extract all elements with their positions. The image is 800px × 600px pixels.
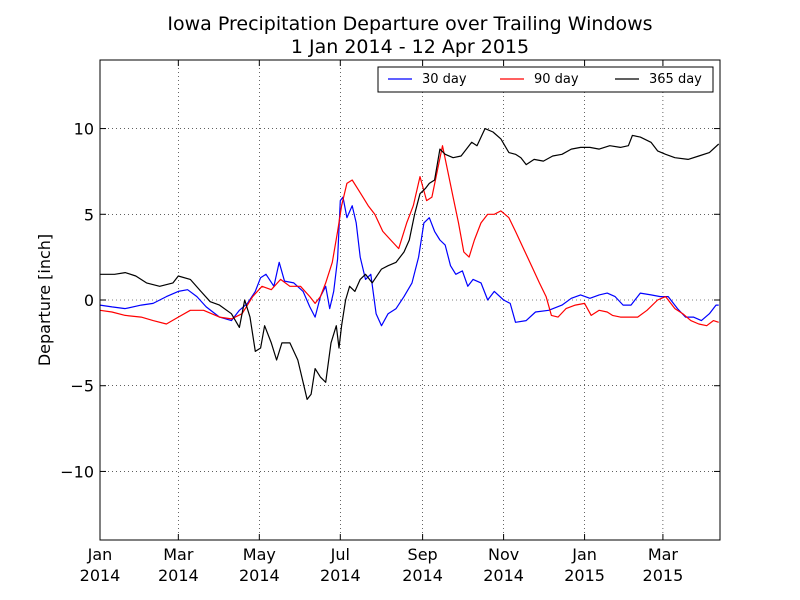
x-tick-label-year: 2014: [402, 566, 443, 585]
chart-subtitle: 1 Jan 2014 - 12 Apr 2015: [291, 36, 529, 58]
x-tick-label-month: Mar: [648, 545, 679, 564]
y-tick-label: 5: [84, 205, 94, 224]
y-tick-label: 10: [74, 120, 94, 139]
chart-title: Iowa Precipitation Departure over Traili…: [167, 13, 652, 35]
x-tick-label-year: 2014: [320, 566, 361, 585]
x-tick-label-year: 2015: [643, 566, 684, 585]
x-tick-label-year: 2014: [239, 566, 280, 585]
legend: 30 day 90 day 365 day: [377, 66, 714, 93]
y-tick-label: −5: [70, 377, 94, 396]
x-tick-label-month: Jul: [330, 545, 350, 564]
series-line-30-day: [99, 196, 719, 327]
series-line-90-day: [99, 145, 719, 327]
x-tick-label-year: 2014: [80, 566, 121, 585]
legend-label: 30 day: [422, 72, 467, 87]
legend-label: 365 day: [649, 72, 702, 87]
x-tick-label-month: Sep: [408, 545, 438, 564]
y-tick-label: 0: [84, 291, 94, 310]
y-axis-label: Departure [inch]: [35, 234, 54, 366]
legend-box: [377, 66, 714, 93]
x-tick-label-year: 2014: [158, 566, 199, 585]
axis-ticks: −10 −5 0 5 10 Jan 2014 Mar 2014 May 2014 Jul 2014 Sep…: [60, 60, 720, 585]
x-tick-label-month: Jan: [87, 545, 113, 564]
plot-frame: [99, 59, 721, 541]
x-tick-label-month: May: [243, 545, 276, 564]
y-tick-label: −10: [60, 462, 94, 481]
x-tick-label-year: 2014: [483, 566, 524, 585]
grid-lines: [100, 60, 720, 540]
legend-label: 90 day: [534, 72, 579, 87]
x-tick-label-month: Jan: [571, 545, 597, 564]
x-tick-label-month: Mar: [163, 545, 194, 564]
x-tick-label-year: 2015: [564, 566, 605, 585]
x-tick-label-month: Nov: [488, 545, 519, 564]
series-line-365-day: [100, 128, 720, 400]
series-lines: [99, 128, 720, 400]
